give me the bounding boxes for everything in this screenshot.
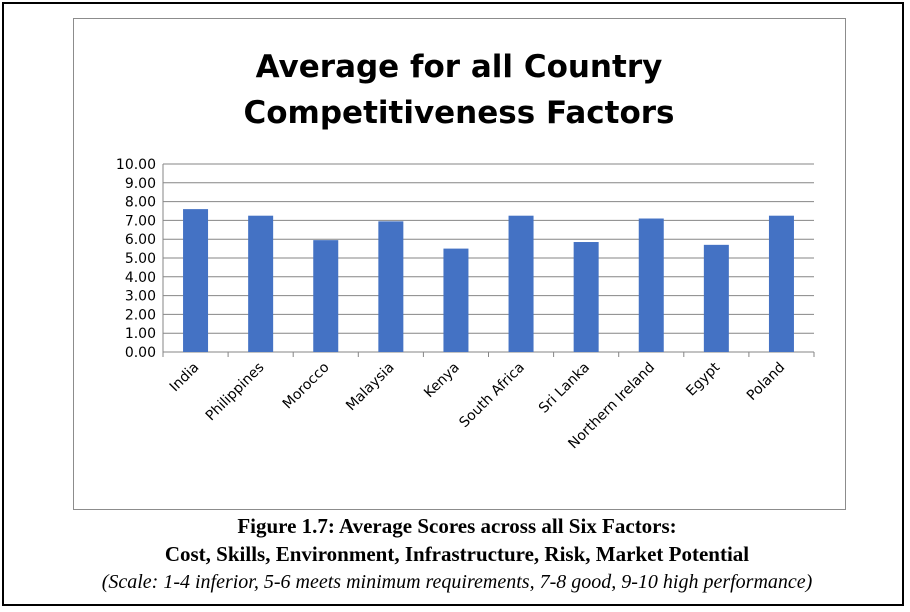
x-category-label: Poland <box>744 360 788 404</box>
y-tick-label: 6.00 <box>125 232 156 248</box>
bars <box>183 209 794 352</box>
y-tick-label: 0.00 <box>125 345 156 361</box>
bar <box>183 209 209 352</box>
figure-caption-scale: (Scale: 1-4 inferior, 5-6 meets minimum … <box>101 571 813 593</box>
bar <box>248 215 274 352</box>
x-category-label: Kenya <box>421 360 463 402</box>
chart-title-line-1: Average for all Country <box>256 49 663 85</box>
bar <box>703 244 729 352</box>
x-category-label: India <box>167 360 203 396</box>
y-tick-label: 3.00 <box>125 289 156 305</box>
bar <box>508 215 534 352</box>
y-tick-label: 9.00 <box>125 176 156 192</box>
bar <box>768 215 794 352</box>
y-tick-label: 5.00 <box>125 251 156 267</box>
chart-title-line-2: Competitiveness Factors <box>244 95 675 131</box>
x-category-label: South Africa <box>456 360 527 431</box>
bar <box>638 218 664 352</box>
x-category-label: Sri Lanka <box>536 360 593 417</box>
y-tick-label: 1.00 <box>125 326 156 342</box>
y-tick-label: 7.00 <box>125 213 156 229</box>
bar-chart: Average for all Country Competitiveness … <box>116 49 815 452</box>
x-category-label: Philippines <box>203 360 268 425</box>
x-category-label: Egypt <box>683 359 723 399</box>
bar <box>313 240 339 352</box>
y-tick-label: 8.00 <box>125 195 156 211</box>
figure-caption-factors: Cost, Skills, Environment, Infrastructur… <box>164 542 750 566</box>
y-tick-label: 4.00 <box>125 270 156 286</box>
y-tick-label: 2.00 <box>125 307 156 323</box>
chart-area: Average for all Country Competitiveness … <box>73 18 846 510</box>
x-category-label: Malaysia <box>343 360 398 415</box>
y-tick-label: 10.00 <box>116 157 156 173</box>
bar <box>378 221 404 352</box>
bar <box>573 242 599 352</box>
bar <box>443 248 469 352</box>
x-category-label: Morocco <box>280 360 333 413</box>
figure-frame: Average for all Country Competitiveness … <box>2 2 904 606</box>
figure-caption-title: Figure 1.7: Average Scores across all Si… <box>237 514 677 538</box>
x-axis-category-labels: India Philippines Morocco Malaysia KenyaSout… <box>167 359 789 452</box>
y-axis-tick-labels: 0.00 1.00 2.00 3.00 4.00 5.00 6.00 7.00 8.00 9.00… <box>116 157 156 361</box>
